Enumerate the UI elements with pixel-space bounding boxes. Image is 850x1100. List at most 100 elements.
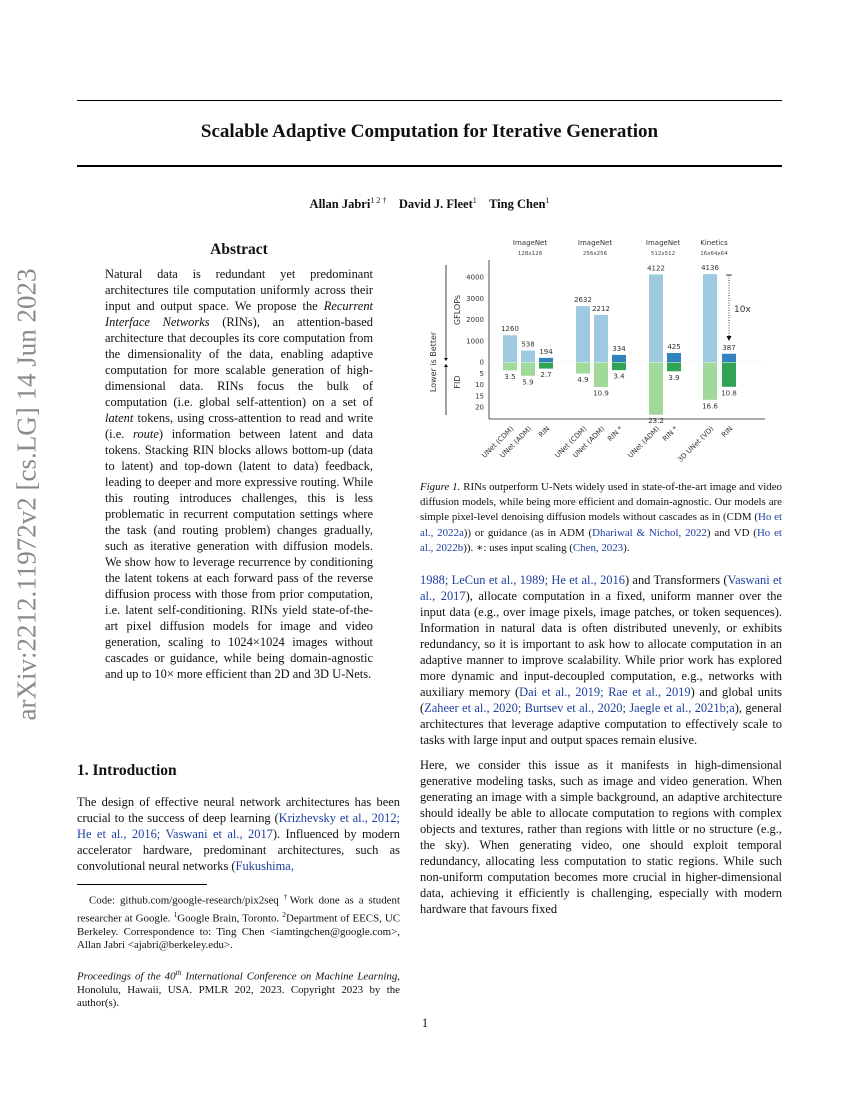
- model-label: RIN: [720, 425, 734, 439]
- text-segment: latent: [105, 411, 134, 425]
- arrowhead: [726, 336, 732, 341]
- gflops-value-label: 387: [722, 344, 735, 352]
- text-segment: ) and global units (: [420, 685, 782, 716]
- gflops-bar: [703, 274, 717, 362]
- text-segment: †: [283, 892, 290, 901]
- group-subtitle: 512x512: [651, 251, 675, 257]
- gflops-tick-label: 0: [480, 359, 484, 367]
- introduction-heading: 1. Introduction: [77, 762, 177, 779]
- fid-value-label: 16.6: [702, 402, 718, 410]
- fid-value-label: 3.9: [668, 374, 679, 382]
- fid-bar: [667, 362, 681, 372]
- gflops-value-label: 4122: [647, 264, 665, 272]
- fid-bar: [612, 362, 626, 371]
- fid-tick-label: 20: [475, 404, 484, 412]
- fid-value-label: 23.2: [648, 417, 664, 425]
- fid-bar: [503, 362, 517, 371]
- fid-bar: [539, 362, 553, 369]
- citation-link[interactable]: Dhariwal & Nichol, 2022: [592, 526, 707, 539]
- text-segment: Recurrent Interface Networks: [105, 299, 373, 329]
- text-segment: ). Influenced by modern accelerator hard…: [77, 827, 400, 873]
- text-segment: ) and Transformers (: [624, 573, 728, 588]
- gflops-bar: [649, 274, 663, 362]
- text-segment: ).: [623, 541, 630, 554]
- citation-link[interactable]: Fukushima,: [235, 859, 294, 873]
- model-label: RIN *: [606, 424, 625, 443]
- citation-link[interactable]: Vaswani et al., 2017: [420, 573, 783, 604]
- gflops-value-label: 1260: [501, 325, 519, 333]
- gflops-bar: [722, 353, 736, 362]
- fid-value-label: 2.7: [540, 371, 551, 379]
- gflops-tick-label: 1000: [466, 337, 484, 345]
- fid-value-label: 5.9: [522, 378, 533, 386]
- arxiv-stamp: arXiv:2212.11972v2 [cs.LG] 14 Jun 2023: [11, 268, 42, 721]
- left-column-lower: 1. Introduction The design of effective …: [77, 762, 400, 1010]
- fid-bar: [722, 362, 736, 387]
- text-segment: ) and VD (: [706, 526, 757, 539]
- fid-bar: [703, 362, 717, 400]
- text-segment: route: [133, 427, 159, 441]
- fid-tick-label: 5: [480, 370, 484, 378]
- model-label: RIN: [537, 425, 551, 439]
- fid-bar: [576, 362, 590, 374]
- abstract-body: Natural data is redundant yet predominan…: [105, 266, 373, 682]
- author: David J. Fleet1: [398, 196, 477, 212]
- text-segment: Figure 1.: [420, 481, 461, 493]
- gflops-value-label: 4136: [701, 264, 719, 272]
- citation-link[interactable]: Ho et al., 2022a: [420, 511, 782, 539]
- text-segment: (RINs), an attention-based architecture …: [105, 315, 373, 409]
- gflops-value-label: 538: [521, 341, 534, 349]
- proceedings-footnote: Proceedings of the 40th International Co…: [77, 966, 400, 1010]
- footnote-rule: [77, 884, 207, 885]
- gflops-bar: [521, 350, 535, 362]
- fid-value-label: 10.8: [721, 389, 737, 397]
- text-segment: )) or guidance (as in ADM (: [463, 526, 593, 539]
- author: Allan Jabri1 2 †: [309, 196, 387, 212]
- citation-link[interactable]: Ho et al., 2022b: [420, 526, 782, 554]
- arrowhead: [444, 358, 448, 361]
- group-subtitle: 256x256: [583, 251, 608, 257]
- text-segment: Department of EECS, UC Berkeley. Corresp…: [77, 912, 401, 951]
- author: Ting Chen1: [489, 196, 550, 212]
- gflops-bar: [612, 354, 626, 362]
- figure-caption: Figure 1. RINs outperform U-Nets widely …: [420, 480, 782, 556]
- gflops-bar: [539, 357, 553, 362]
- affiliation-footnote: Code: github.com/google-research/pix2seq…: [77, 890, 400, 952]
- text-segment: 2: [282, 909, 286, 919]
- figure-1-chart: 0 1000 2000 3000 4000 5 10 15 20 GFLOPs FID Lower i…: [429, 239, 765, 464]
- citation-link[interactable]: 1988; LeCun et al., 1989; He et al., 201…: [420, 573, 625, 588]
- fid-value-label: 4.9: [577, 376, 588, 384]
- gflops-bar: [667, 352, 681, 362]
- text-segment: Google Brain, Toronto.: [177, 912, 283, 925]
- citation-link[interactable]: Dai et al., 2019; Rae et al., 2019: [519, 685, 691, 700]
- fid-bar: [649, 362, 663, 415]
- gflops-value-label: 194: [539, 348, 553, 356]
- gflops-bar: [594, 314, 608, 362]
- text-segment: International Conference on Machine Lear…: [181, 970, 398, 983]
- intro-paragraph-1: The design of effective neural network a…: [77, 794, 400, 874]
- fid-bar: [594, 362, 608, 388]
- group-title: ImageNet: [513, 239, 547, 247]
- gflops-value-label: 425: [667, 343, 680, 351]
- citation-link[interactable]: Zaheer et al., 2020; Burtsev et al., 202…: [424, 701, 735, 716]
- lower-is-better-label: Lower is Better: [429, 331, 438, 392]
- citation-link[interactable]: Krizhevsky et al., 2012; He et al., 2016…: [77, 811, 401, 841]
- intro-paragraph-2: Here, we consider this issue as it manif…: [420, 757, 782, 917]
- gflops-value-label: 2632: [574, 296, 592, 304]
- gflops-tick-label: 2000: [466, 316, 484, 324]
- text-segment: )). ∗: uses input scaling (: [463, 541, 573, 554]
- top-rule: [77, 100, 782, 101]
- gflops-tick-label: 4000: [466, 274, 484, 282]
- text-segment: The design of effective neural network a…: [77, 795, 400, 825]
- text-segment: th: [175, 968, 182, 978]
- paper-title: Scalable Adaptive Computation for Iterat…: [200, 121, 659, 142]
- fid-bar: [521, 362, 535, 376]
- text-segment: Natural data is redundant yet predominan…: [105, 267, 373, 313]
- citation-link[interactable]: Chen, 2023: [572, 541, 624, 554]
- arrowhead: [444, 364, 448, 367]
- abstract-section: Abstract Natural data is redundant yet p…: [105, 241, 373, 682]
- group-subtitle: 16x64x64: [700, 251, 728, 257]
- y-label-gflops: GFLOPs: [453, 295, 462, 325]
- abstract-heading: Abstract: [210, 241, 268, 258]
- text-segment: ), allocate computation in a fixed, unif…: [420, 589, 782, 700]
